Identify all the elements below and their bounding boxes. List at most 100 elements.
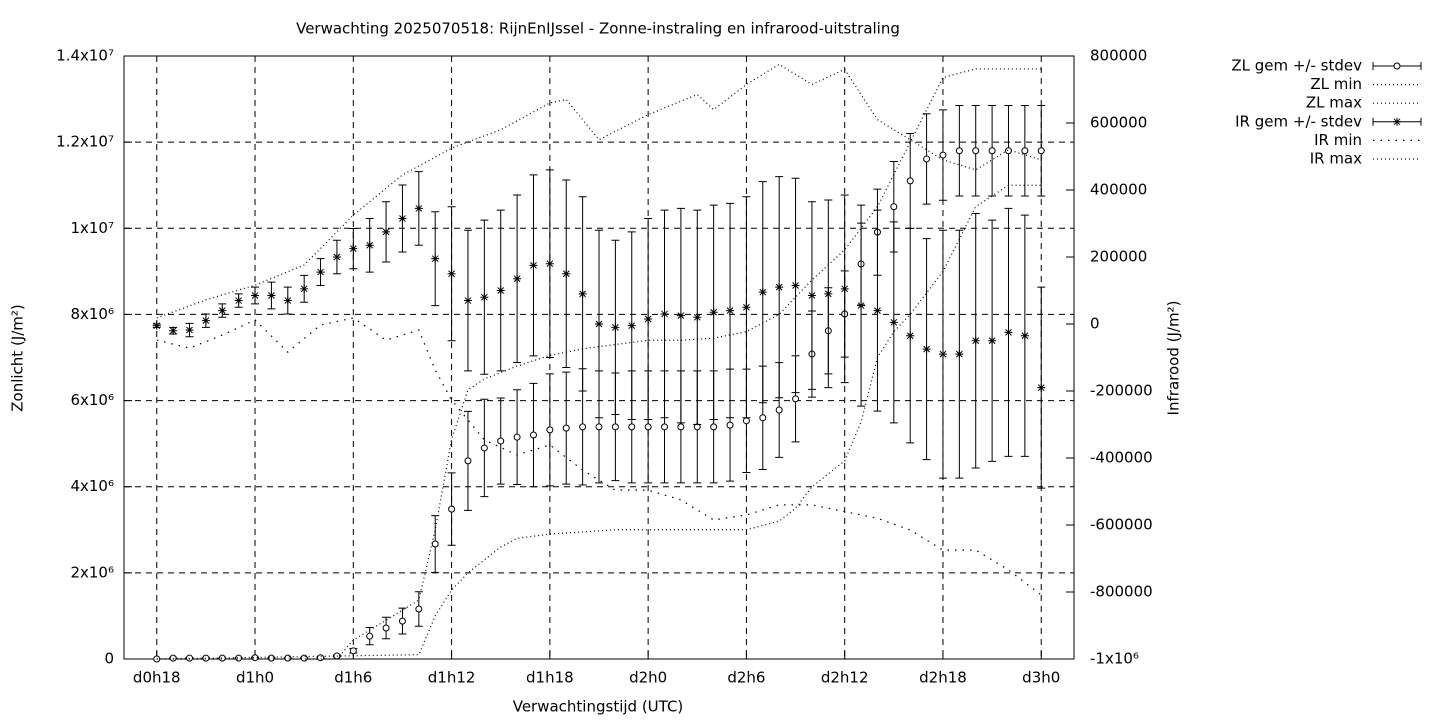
marker bbox=[464, 457, 472, 465]
x-tick-label: d1h6 bbox=[334, 669, 372, 687]
marker bbox=[726, 306, 735, 315]
x-tick-label: d2h0 bbox=[629, 669, 667, 687]
marker bbox=[480, 293, 489, 302]
x-tick-label: d1h18 bbox=[526, 669, 574, 687]
y2-tick-label: -800000 bbox=[1090, 583, 1153, 601]
marker bbox=[742, 417, 750, 425]
y2-tick-label: -400000 bbox=[1090, 449, 1153, 467]
marker bbox=[562, 424, 570, 432]
marker bbox=[398, 214, 407, 223]
marker bbox=[824, 289, 833, 298]
legend-label: ZL gem +/- stdev bbox=[1231, 57, 1362, 75]
marker bbox=[939, 151, 947, 159]
marker bbox=[922, 345, 931, 354]
marker bbox=[366, 632, 374, 640]
marker bbox=[578, 289, 587, 298]
y-tick-label: 1.2x10⁷ bbox=[56, 133, 114, 151]
marker bbox=[202, 654, 210, 662]
marker bbox=[693, 313, 702, 322]
marker bbox=[676, 311, 685, 320]
x-tick-label: d0h18 bbox=[133, 669, 181, 687]
marker bbox=[317, 654, 325, 662]
marker bbox=[398, 617, 406, 625]
marker bbox=[349, 244, 358, 253]
legend-label: IR gem +/- stdev bbox=[1235, 112, 1362, 130]
marker bbox=[152, 321, 161, 330]
marker bbox=[661, 423, 669, 431]
y-tick-label: 1.4x10⁷ bbox=[56, 47, 114, 65]
y-tick-label: 1x10⁷ bbox=[70, 219, 114, 237]
marker bbox=[1021, 147, 1029, 155]
marker bbox=[431, 540, 439, 548]
marker bbox=[758, 288, 767, 297]
marker bbox=[169, 326, 178, 335]
marker bbox=[906, 331, 915, 340]
marker bbox=[235, 654, 243, 662]
marker bbox=[316, 268, 325, 277]
marker bbox=[726, 421, 734, 429]
marker bbox=[775, 283, 784, 292]
marker bbox=[529, 431, 537, 439]
marker bbox=[1037, 147, 1045, 155]
marker bbox=[1037, 383, 1046, 392]
marker bbox=[414, 204, 423, 213]
marker bbox=[955, 147, 963, 155]
marker bbox=[480, 444, 488, 452]
line-series bbox=[156, 317, 1042, 596]
marker bbox=[234, 296, 243, 305]
marker bbox=[873, 306, 882, 315]
marker bbox=[955, 350, 964, 359]
y2-tick-label: 600000 bbox=[1090, 114, 1147, 132]
marker bbox=[513, 274, 522, 283]
marker bbox=[906, 177, 914, 185]
legend-label: IR min bbox=[1314, 131, 1362, 149]
y2-tick-label: 400000 bbox=[1090, 181, 1147, 199]
x-tick-label: d1h0 bbox=[236, 669, 274, 687]
x-tick-label: d2h6 bbox=[727, 669, 765, 687]
y2-tick-label: -1x10⁶ bbox=[1090, 650, 1139, 668]
legend-marker bbox=[1393, 62, 1401, 70]
y-tick-label: 2x10⁶ bbox=[70, 563, 114, 581]
marker bbox=[1004, 147, 1012, 155]
marker bbox=[447, 269, 456, 278]
y2-tick-label: 200000 bbox=[1090, 248, 1147, 266]
y-tick-label: 6x10⁶ bbox=[70, 391, 114, 409]
marker bbox=[218, 306, 227, 315]
x-tick-label: d1h12 bbox=[428, 669, 476, 687]
marker bbox=[628, 423, 636, 431]
marker bbox=[1004, 328, 1013, 337]
y-tick-label: 0 bbox=[104, 650, 114, 668]
marker bbox=[644, 314, 653, 323]
marker bbox=[595, 320, 603, 328]
marker bbox=[857, 301, 866, 310]
marker bbox=[283, 296, 292, 305]
x-tick-label: d3h0 bbox=[1022, 669, 1060, 687]
marker bbox=[710, 423, 718, 431]
marker bbox=[660, 309, 669, 318]
marker bbox=[349, 647, 357, 655]
marker bbox=[791, 281, 800, 290]
marker bbox=[300, 654, 308, 662]
marker bbox=[775, 406, 783, 414]
marker bbox=[889, 318, 898, 327]
marker bbox=[988, 147, 996, 155]
marker bbox=[448, 505, 456, 513]
marker bbox=[513, 433, 521, 441]
marker bbox=[529, 261, 538, 270]
marker bbox=[300, 284, 309, 293]
marker bbox=[627, 321, 636, 330]
marker bbox=[840, 284, 849, 293]
line-series bbox=[156, 63, 1042, 319]
y2-tick-label: -600000 bbox=[1090, 516, 1153, 534]
marker bbox=[185, 326, 194, 335]
marker bbox=[742, 303, 751, 312]
marker bbox=[431, 254, 440, 263]
marker bbox=[938, 350, 947, 359]
marker bbox=[677, 423, 685, 431]
chart-title: Verwachting 2025070518: RijnEnIJssel - Z… bbox=[296, 20, 900, 38]
marker bbox=[463, 296, 472, 305]
legend-marker bbox=[1393, 117, 1401, 126]
marker bbox=[792, 395, 800, 403]
